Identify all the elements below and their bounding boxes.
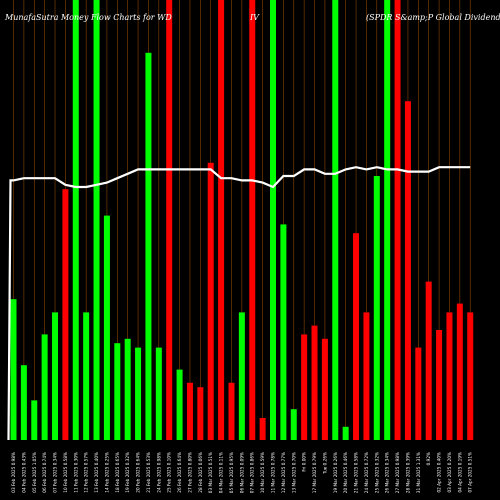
x-label-5: 07 Feb 2025 0.34% (53, 452, 58, 493)
x-label-1: 03 Feb 2025 0.98% (11, 452, 16, 493)
x-label-33: 20 Mar 2025 0.46% (343, 452, 348, 493)
bar-35 (363, 312, 370, 440)
x-label-6: 10 Feb 2025 0.58% (63, 452, 68, 493)
bar-11 (114, 343, 121, 440)
x-label-22: 05 Mar 2025 0.95% (229, 452, 234, 493)
bar-23 (238, 312, 245, 440)
bar-36 (373, 176, 380, 440)
bar-5 (52, 312, 59, 440)
bar-4 (41, 334, 48, 440)
x-label-2: 04 Feb 2025 0.43% (21, 452, 26, 493)
x-label-28: 13 Mar 2025 0.70% (291, 452, 296, 493)
x-label-18: 27 Feb 2025 0.80% (187, 452, 192, 493)
bar-9 (93, 0, 100, 440)
bar-22 (228, 382, 235, 440)
x-label-20: 03 Mar 2025 0.51% (208, 452, 213, 493)
x-label-14: 21 Feb 2025 0.53% (146, 452, 151, 493)
x-label-25: 10 Mar 2025 0.59% (260, 452, 265, 493)
x-label-17: 26 Feb 2025 0.64% (177, 452, 182, 493)
x-label-23: 06 Mar 2025 0.09% (239, 452, 244, 493)
money-flow-line (7, 166, 471, 441)
bar-42 (436, 330, 443, 440)
bar-34 (353, 233, 360, 440)
x-label-41: 0.92% (426, 452, 431, 465)
bar-40 (415, 347, 422, 440)
bar-26 (270, 0, 276, 440)
x-label-45: 07 Apr 2025 0.51% (468, 452, 473, 493)
bar-29 (301, 334, 308, 440)
bar-19 (197, 387, 204, 440)
bar-21 (218, 0, 225, 440)
x-label-13: 20 Feb 2025 0.64% (136, 452, 141, 493)
x-label-40: 31 Mar 2025 1.31% (416, 452, 421, 493)
bar-39 (404, 101, 411, 440)
x-label-38: 27 Mar 2025 0.98% (395, 452, 400, 493)
x-label-3: 05 Feb 2025 1.05% (32, 452, 37, 493)
x-label-24: 07 Mar 2025 0.86% (250, 452, 255, 493)
x-label-16: 25 Feb 2025 0.10% (167, 452, 172, 493)
bar-7 (72, 0, 79, 440)
header-mid: IV (250, 13, 259, 22)
x-label-43: 03 Apr 2025 0.20% (447, 452, 452, 493)
bar-27 (280, 224, 287, 440)
bar-12 (124, 338, 131, 440)
header-right: (SPDR S&amp;P Global Dividend) Mo (366, 13, 500, 22)
x-label-32: 19 Mar 2025 0.26% (333, 452, 338, 493)
bar-31 (321, 338, 328, 440)
bar-33 (342, 426, 349, 440)
bar-41 (425, 281, 432, 440)
bar-30 (311, 325, 318, 440)
x-label-9: 13 Feb 2025 0.40% (94, 452, 99, 493)
x-label-7: 11 Feb 2025 0.30% (73, 452, 78, 493)
x-label-42: 02 Apr 2025 0.40% (437, 452, 442, 493)
bar-3 (31, 400, 38, 440)
bars (10, 0, 474, 441)
bar-24 (249, 0, 256, 440)
x-label-27: 12 Mar 2025 0.77% (281, 452, 286, 493)
x-label-21: 04 Mar 2025 0.11% (219, 452, 224, 493)
header-left: MunafaSutra Money Flow Charts for WD (5, 13, 172, 22)
bar-14 (145, 52, 152, 441)
x-label-4: 06 Feb 2025 0.74% (42, 452, 47, 493)
bar-32 (332, 0, 339, 440)
x-label-44: 04 Apr 2025 0.19% (457, 452, 462, 493)
x-label-37: 26 Mar 2025 0.34% (385, 452, 390, 493)
bar-13 (135, 347, 142, 440)
bar-6 (62, 189, 69, 440)
x-label-35: 24 Mar 2025 0.72% (364, 452, 369, 493)
bar-20 (207, 162, 214, 441)
x-label-12: 19 Feb 2025 0.32% (125, 452, 130, 493)
x-label-39: 28 Mar 2025 0.39% (405, 452, 410, 493)
x-label-10: 14 Feb 2025 0.25% (104, 452, 109, 493)
bar-18 (186, 382, 193, 440)
x-axis-labels: 03 Feb 2025 0.98% 04 Feb 2025 0.43% 05 Feb… (11, 452, 473, 493)
bar-37 (384, 0, 391, 440)
x-label-15: 24 Feb 2025 0.98% (156, 452, 161, 493)
bar-8 (83, 312, 90, 440)
bar-43 (446, 312, 453, 440)
bar-45 (467, 312, 474, 440)
bar-1 (10, 299, 17, 440)
bar-10 (103, 215, 110, 440)
bar-38 (394, 0, 401, 440)
x-label-19: 28 Feb 2025 0.06% (198, 452, 203, 493)
bar-16 (166, 0, 173, 440)
x-label-11: 18 Feb 2025 0.65% (115, 452, 120, 493)
bar-2 (20, 365, 27, 440)
bar-25 (259, 418, 266, 440)
x-label-36: 25 Mar 2025 0.32% (374, 452, 379, 493)
x-label-31: Tue 0.26% (322, 452, 327, 475)
x-label-8: 12 Feb 2025 0.57% (84, 452, 89, 493)
bar-44 (456, 303, 463, 440)
bar-17 (176, 369, 183, 440)
bar-28 (290, 409, 297, 440)
bar-15 (155, 347, 162, 440)
chart-header: MunafaSutra Money Flow Charts for WD IV … (0, 0, 500, 32)
x-label-30: 17 Mar 2025 0.79% (312, 452, 317, 493)
x-label-34: 21 Mar 2025 0.58% (354, 452, 359, 493)
x-label-26: 11 Mar 2025 0.78% (271, 452, 276, 493)
x-label-29: Fri 0.00% (302, 452, 307, 472)
